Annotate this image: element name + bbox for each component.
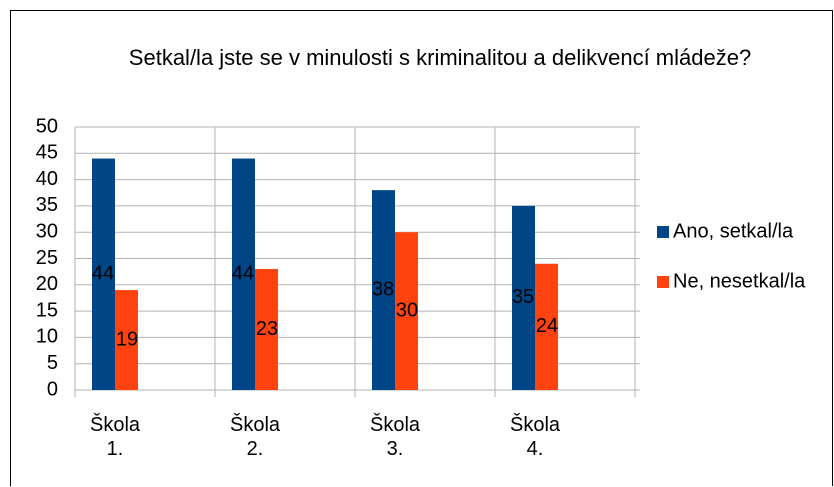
legend-label: Ne, nesetkal/la (673, 270, 806, 292)
y-tick-label: 35 (36, 194, 58, 216)
bar (115, 290, 138, 390)
data-label: 44 (92, 263, 114, 285)
data-label: 44 (232, 263, 254, 285)
y-tick-label: 45 (36, 142, 58, 164)
data-label: 38 (372, 278, 394, 300)
bar (535, 263, 558, 390)
bar (255, 269, 278, 390)
data-label: 19 (116, 328, 138, 350)
bar (92, 158, 115, 390)
x-tick-label: Škola 3. (369, 414, 421, 460)
y-tick-label: 30 (36, 220, 58, 242)
y-tick-label: 0 (47, 378, 58, 400)
chart-frame (10, 10, 833, 486)
data-label: 30 (396, 299, 418, 321)
data-label: 23 (256, 318, 278, 340)
data-label: 24 (536, 315, 558, 337)
x-tick-label: Škola 2. (229, 414, 281, 460)
legend-label: Ano, setkal/la (673, 220, 794, 242)
y-tick-label: 5 (47, 352, 58, 374)
y-tick-label: 15 (36, 299, 58, 321)
data-label: 35 (512, 286, 534, 308)
legend-swatch (657, 226, 669, 238)
bar (395, 232, 418, 390)
y-tick-label: 25 (36, 247, 58, 269)
x-tick-label: Škola 4. (509, 414, 561, 460)
legend-swatch (657, 276, 669, 288)
y-tick-label: 40 (36, 168, 58, 190)
bar (232, 158, 255, 390)
y-tick-label: 50 (36, 115, 58, 137)
y-tick-label: 20 (36, 273, 58, 295)
x-tick-label: Škola 1. (89, 414, 141, 460)
y-tick-label: 10 (36, 326, 58, 348)
bar (372, 190, 395, 390)
chart-title: Setkal/la jste se v minulosti s kriminal… (128, 45, 752, 70)
bar (512, 205, 535, 390)
